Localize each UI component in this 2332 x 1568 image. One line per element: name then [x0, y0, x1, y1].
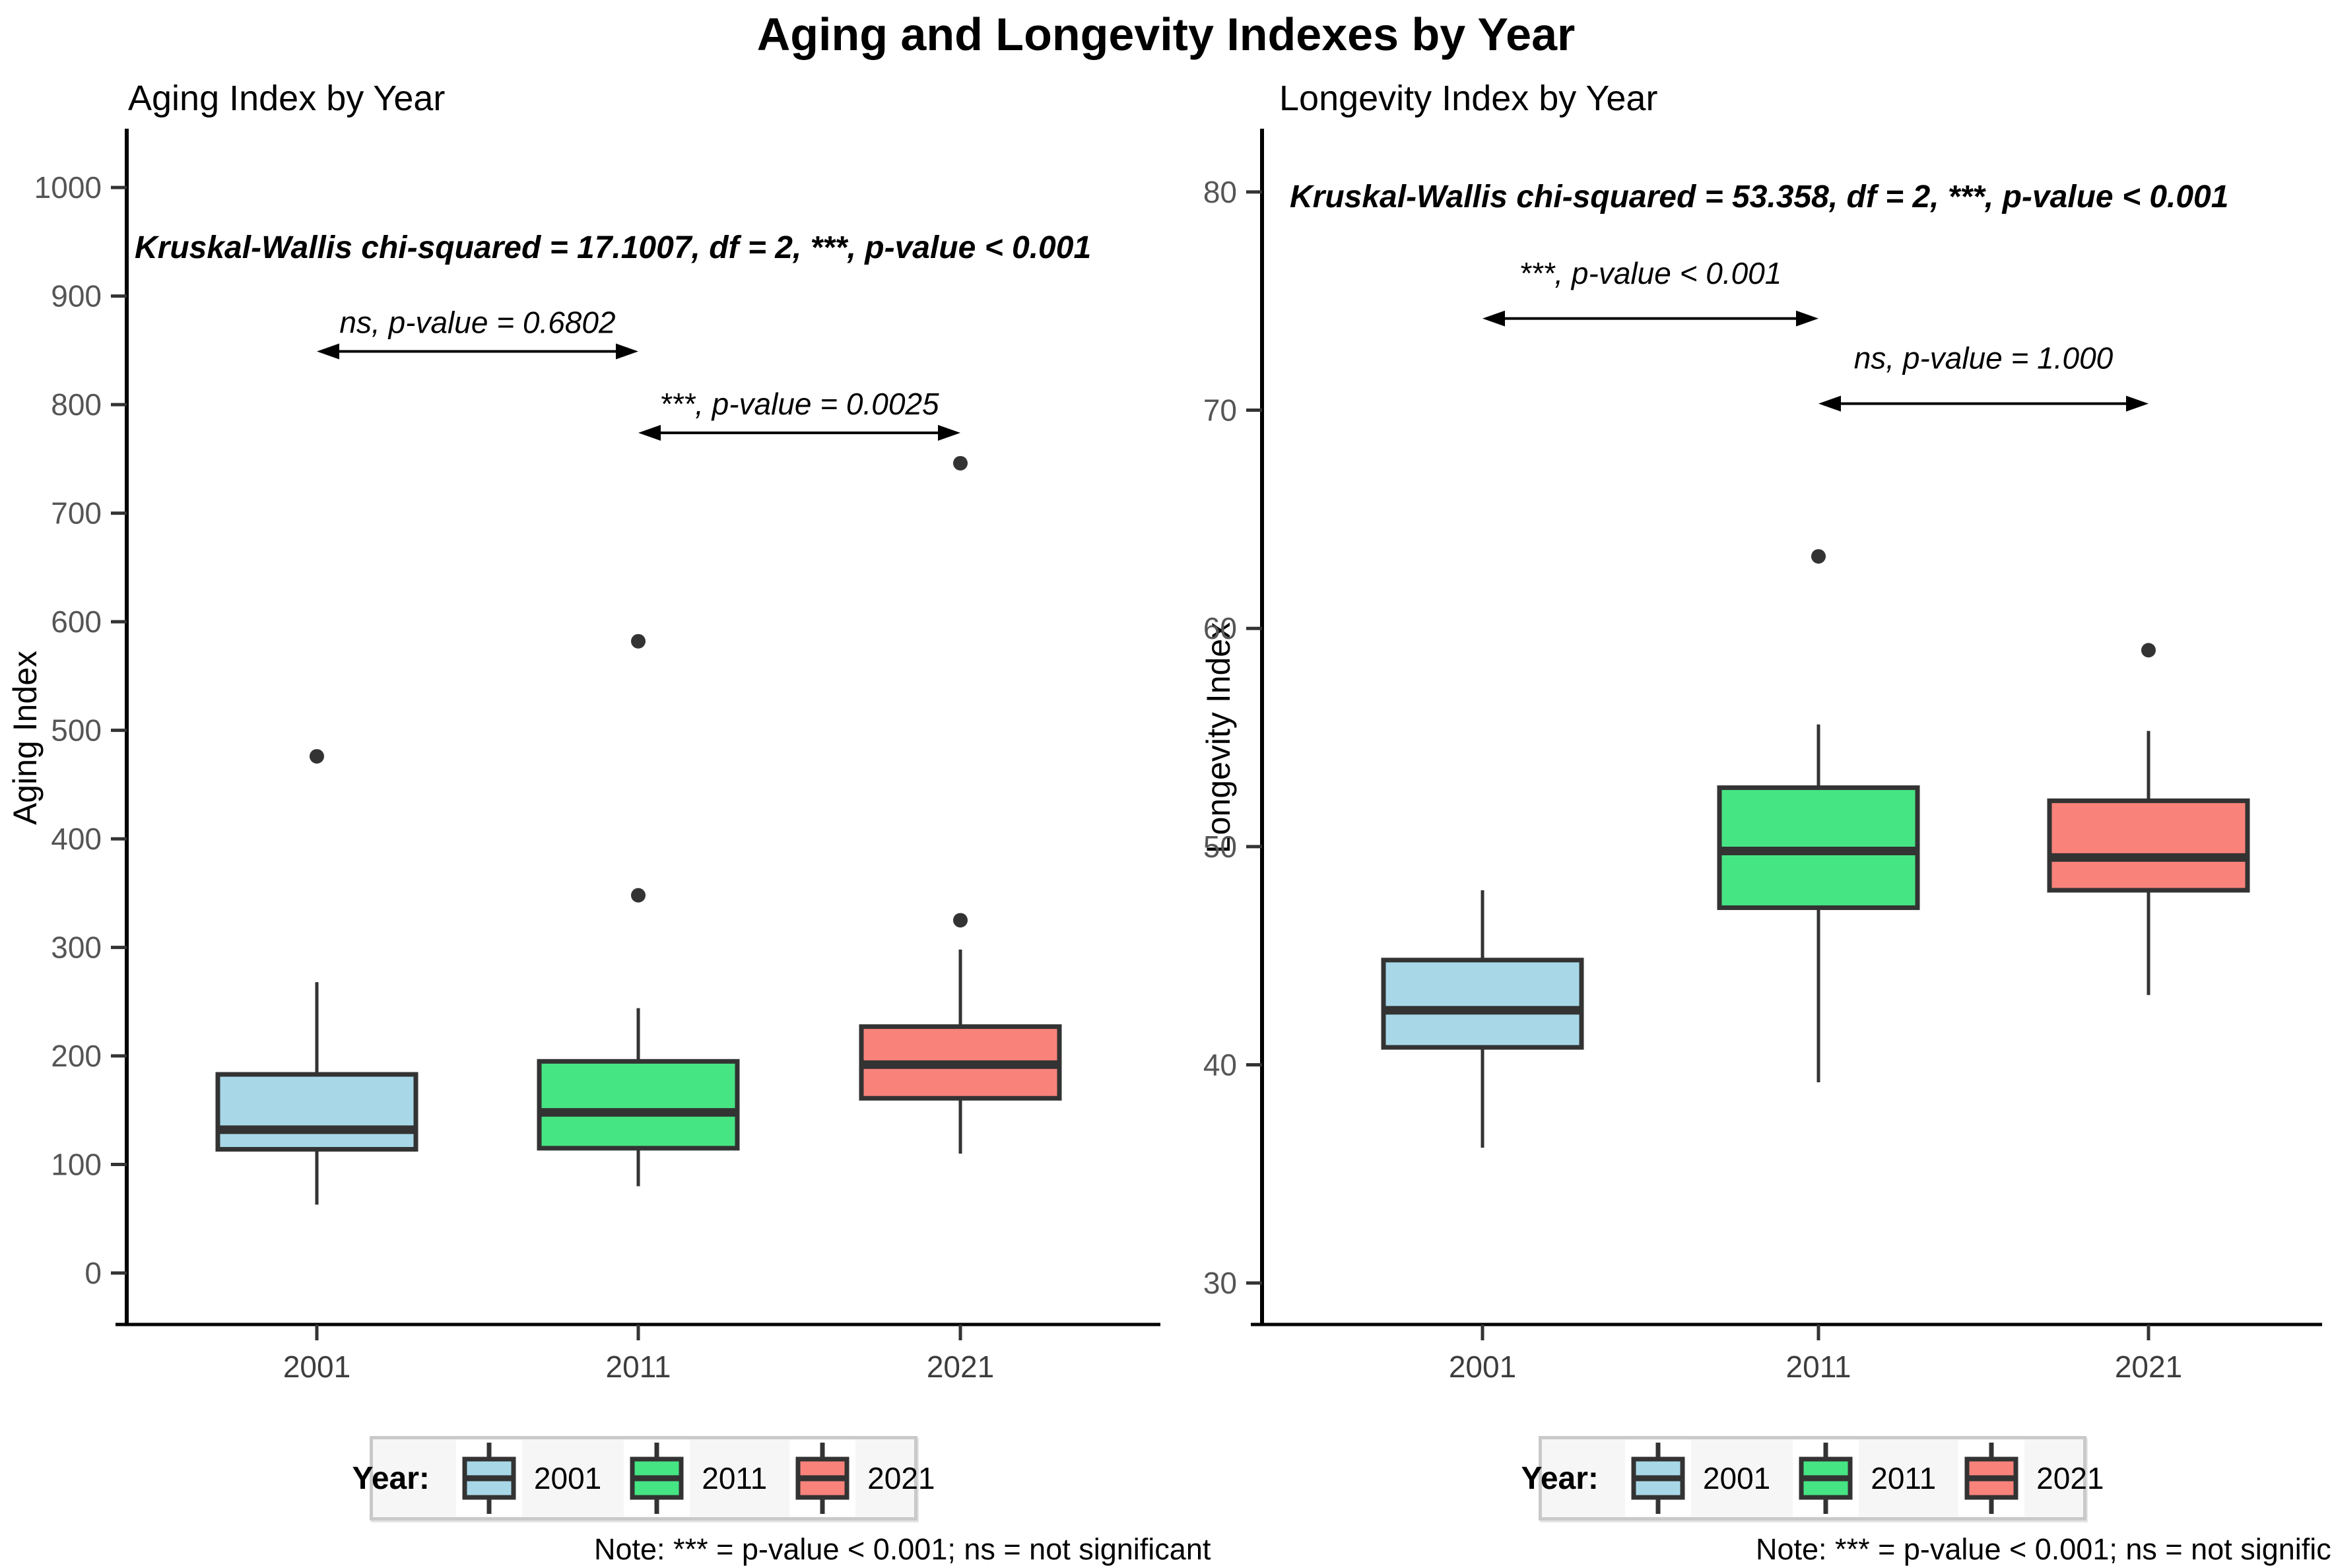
y-tick-label: 400 [51, 822, 102, 856]
boxplot-key-icon [1958, 1440, 2025, 1517]
x-tick-label: 2021 [927, 1350, 994, 1384]
footnote-left: Note: *** = p-value < 0.001; ns = not si… [594, 1532, 1211, 1566]
legend-item-label: 2001 [1702, 1461, 1771, 1495]
kruskal-wallis-annotation: Kruskal-Wallis chi-squared = 17.1007, df… [135, 230, 1091, 265]
legend-item-2021: 2021 [1958, 1440, 2104, 1517]
x-tick-label: 2021 [2115, 1350, 2182, 1384]
y-tick-label: 80 [1203, 175, 1237, 209]
legend-left: Year: 2001 2011 2021 [352, 1436, 935, 1520]
legend-right: Year: 2001 2011 2021 [1521, 1436, 2104, 1520]
arrowhead-left-icon [638, 424, 661, 441]
footnote-right: Note: *** = p-value < 0.001; ns = not si… [1756, 1532, 2332, 1566]
y-tick-label: 600 [51, 604, 102, 639]
legend-item-label: 2021 [2036, 1461, 2104, 1495]
boxplot-key-icon [789, 1440, 856, 1517]
outlier-point [631, 634, 646, 649]
y-tick-label: 500 [51, 713, 102, 748]
boxplot-key-icon [624, 1440, 690, 1517]
y-tick-label: 0 [84, 1256, 102, 1290]
y-tick-label: 300 [51, 931, 102, 965]
legend-title: Year: [1521, 1460, 1599, 1496]
legend-item-2011: 2011 [624, 1440, 767, 1517]
legend-item-label: 2011 [702, 1461, 768, 1495]
arrowhead-right-icon [938, 424, 960, 441]
y-tick-label: 40 [1203, 1048, 1237, 1082]
y-tick-label: 200 [51, 1039, 102, 1073]
arrowhead-left-icon [1818, 395, 1841, 412]
y-tick-label: 50 [1203, 830, 1237, 864]
kruskal-wallis-annotation: Kruskal-Wallis chi-squared = 53.358, df … [1290, 180, 2228, 214]
outlier-point [1811, 549, 1826, 564]
x-tick-label: 2011 [606, 1350, 671, 1384]
left-panel-title: Aging Index by Year [128, 79, 446, 118]
outlier-point [953, 913, 968, 928]
arrowhead-left-icon [317, 343, 339, 360]
box-iqr [2047, 798, 2250, 893]
outlier-point [310, 749, 324, 764]
box-iqr [537, 1059, 740, 1151]
y-tick-label: 900 [51, 279, 102, 313]
y-tick-label: 800 [51, 387, 102, 422]
x-tick-label: 2001 [1449, 1350, 1516, 1384]
box-iqr [215, 1072, 418, 1152]
legend-item-2001: 2001 [1624, 1440, 1771, 1517]
y-tick-label: 60 [1203, 611, 1237, 645]
legend-item-2001: 2001 [455, 1440, 602, 1517]
legend-item-2021: 2021 [789, 1440, 935, 1517]
boxplot-key-icon [1793, 1440, 1859, 1517]
y-tick-label: 30 [1203, 1266, 1237, 1300]
legend-item-2011: 2011 [1793, 1440, 1936, 1517]
pairwise-p-value-label: ***, p-value = 0.0025 [659, 387, 939, 421]
pairwise-p-value-label: ***, p-value < 0.001 [1519, 256, 1782, 290]
boxplot-key-icon [1624, 1440, 1691, 1517]
pairwise-p-value-label: ns, p-value = 1.000 [1854, 341, 2114, 376]
y-tick-label: 70 [1203, 393, 1237, 428]
y-tick-label: 1000 [34, 170, 102, 205]
arrowhead-right-icon [616, 343, 638, 360]
arrowhead-right-icon [1796, 310, 1818, 327]
arrowhead-left-icon [1482, 310, 1505, 327]
right-panel-title: Longevity Index by Year [1279, 79, 1658, 118]
legend-item-label: 2001 [533, 1461, 602, 1495]
boxplot-key-icon [455, 1440, 522, 1517]
x-tick-label: 2001 [283, 1350, 350, 1384]
legend-item-label: 2021 [867, 1461, 935, 1495]
figure-title: Aging and Longevity Indexes by Year [756, 9, 1576, 60]
legend-title: Year: [352, 1460, 430, 1496]
x-tick-label: 2011 [1786, 1350, 1851, 1384]
y-tick-label: 700 [51, 496, 102, 531]
box-iqr [1381, 958, 1584, 1050]
y-tick-label: 100 [51, 1148, 102, 1182]
arrowhead-right-icon [2126, 395, 2149, 412]
legend-item-label: 2011 [1871, 1461, 1937, 1495]
outlier-point [2141, 643, 2156, 658]
outlier-point [953, 455, 968, 471]
pairwise-p-value-label: ns, p-value = 0.6802 [339, 306, 615, 340]
outlier-point [631, 888, 646, 903]
